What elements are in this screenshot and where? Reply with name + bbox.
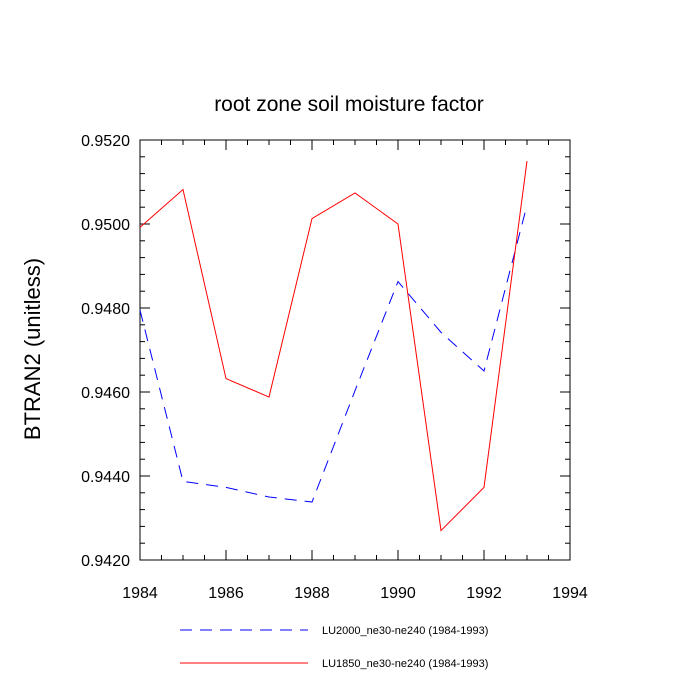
- y-tick-label: 0.9500: [81, 217, 130, 234]
- y-tick-label: 0.9520: [81, 133, 130, 150]
- legend-label-lu2000: LU2000_ne30-ne240 (1984-1993): [322, 625, 488, 637]
- x-tick-label: 1992: [466, 585, 502, 602]
- legend: LU2000_ne30-ne240 (1984-1993) LU1850_ne30…: [180, 625, 488, 670]
- y-tick-label: 0.9420: [81, 553, 130, 570]
- y-axis-label: BTRAN2 (unitless): [20, 258, 45, 440]
- legend-label-lu1850: LU1850_ne30-ne240 (1984-1993): [322, 658, 488, 670]
- series-line-lu2000: [139, 204, 528, 503]
- x-tick-label: 1988: [294, 585, 330, 602]
- x-tick-label: 1984: [122, 585, 158, 602]
- series-line-lu1850: [139, 160, 528, 532]
- plot-layer: 1984 1986 1988 1990 1992 1994 0.9420 0.9440 0.94…: [81, 133, 588, 602]
- plot-frame: [139, 139, 571, 561]
- y-tick-label: 0.9480: [81, 301, 130, 318]
- chart-title: root zone soil moisture factor: [214, 93, 484, 116]
- y-tick-label: 0.9460: [81, 385, 130, 402]
- x-tick-label: 1986: [208, 585, 244, 602]
- x-tick-label: 1990: [380, 585, 416, 602]
- x-tick-label: 1994: [552, 585, 588, 602]
- y-tick-label: 0.9440: [81, 469, 130, 486]
